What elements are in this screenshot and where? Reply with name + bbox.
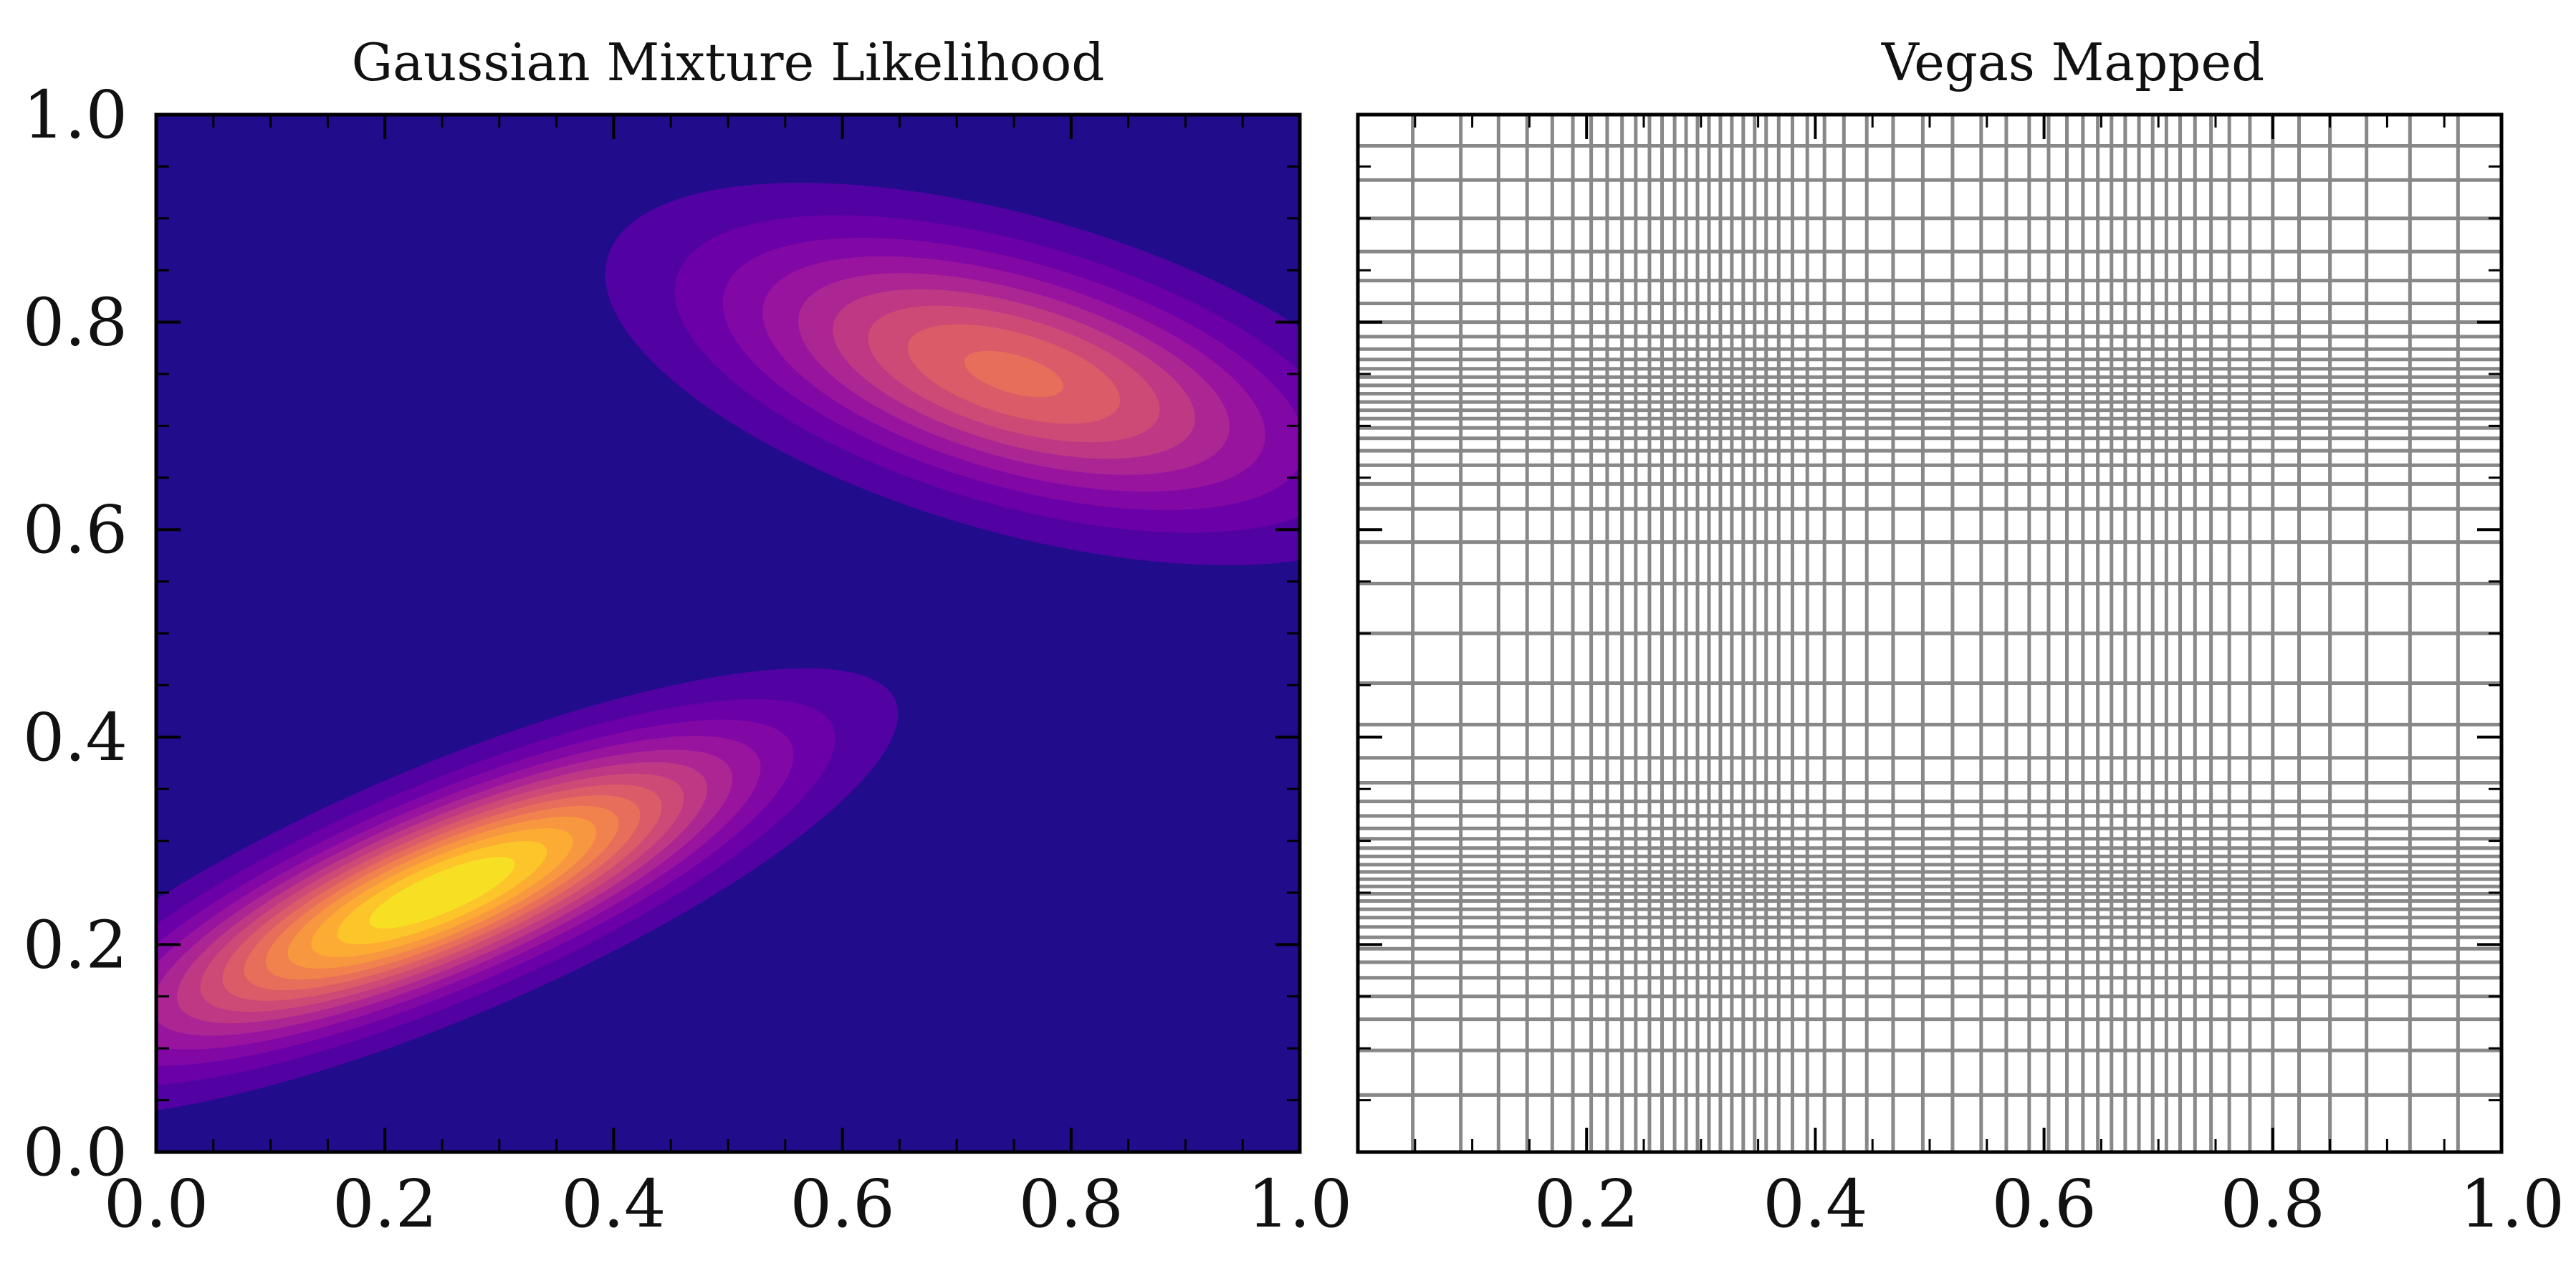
contour-upper-right-level-9 [964, 350, 1064, 398]
vegas-x-tick-label: 0.6 [1991, 1166, 2096, 1242]
vegas-frame [1356, 112, 2504, 1154]
likelihood-frame [154, 112, 1302, 1154]
vegas-x-tick-label: 1.0 [2460, 1166, 2565, 1242]
likelihood-plot-area [156, 115, 1300, 1152]
y-tick-label: 0.4 [23, 699, 128, 776]
likelihood-ticks [155, 113, 1301, 1153]
vegas-panel: Vegas Mapped 0.2 0.4 0.6 0.8 1.0 [1356, 32, 2565, 1242]
x-tick-label: 0.6 [790, 1166, 894, 1242]
vegas-x-tick-label: 0.4 [1763, 1166, 1867, 1242]
y-tick-label: 0.6 [23, 491, 128, 568]
contour-lower-left-level-14 [369, 857, 515, 929]
likelihood-panel: Gaussian Mixture Likelihood 0.00.0 0.2 0.2… [23, 32, 1352, 1242]
y-tick-label: 0.2 [23, 906, 128, 983]
x-tick-label: 0.8 [1019, 1166, 1124, 1242]
x-tick-label: 0.0 [104, 1166, 209, 1242]
y-tick-label: 1.0 [23, 77, 128, 153]
vegas-tick-labels: 0.2 0.4 0.6 0.8 1.0 [1534, 1166, 2565, 1242]
vegas-title: Vegas Mapped [1881, 32, 2264, 92]
x-tick-label: 1.0 [1248, 1166, 1352, 1242]
x-tick-label: 0.4 [561, 1166, 666, 1242]
vegas-x-tick-label: 0.8 [2221, 1166, 2325, 1242]
likelihood-tick-labels: 0.00.0 0.2 0.2 0.4 0.4 0.6 0.6 0.8 0.8 1.0 1.0 [23, 77, 1352, 1242]
likelihood-title: Gaussian Mixture Likelihood [352, 32, 1105, 92]
y-tick-label: 0.8 [23, 284, 128, 361]
vegas-x-tick-label: 0.2 [1534, 1166, 1639, 1242]
y-tick-label: 0.0 [23, 1114, 128, 1191]
x-tick-label: 0.2 [332, 1166, 437, 1242]
